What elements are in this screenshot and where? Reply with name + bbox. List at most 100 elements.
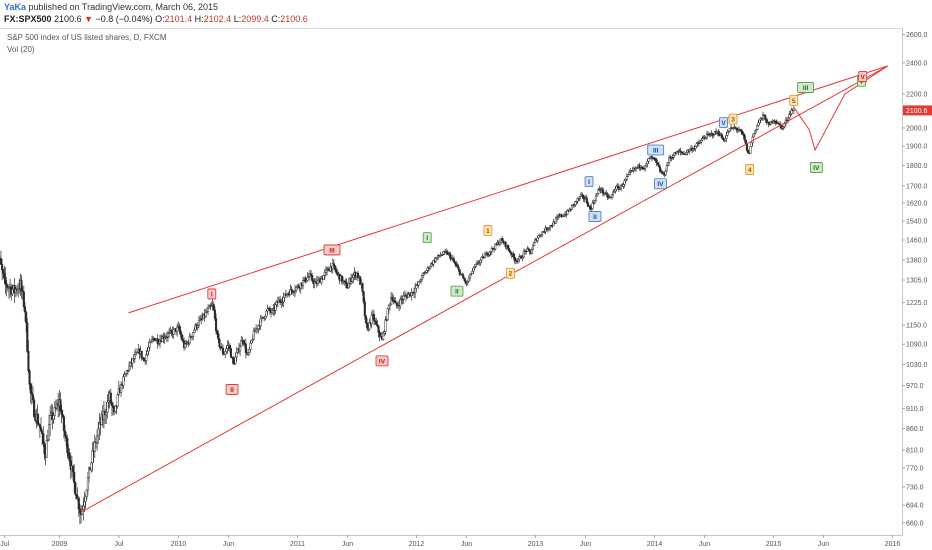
wave-label-blue: IV — [657, 181, 664, 188]
candle-body — [224, 351, 227, 355]
y-tick-label: 1800.0 — [906, 163, 928, 170]
candle-body — [449, 254, 452, 260]
candle-body — [377, 325, 380, 333]
candle-body — [313, 281, 316, 284]
candle-body — [474, 263, 477, 267]
candle-body — [304, 277, 307, 283]
chart-pane[interactable] — [0, 28, 903, 536]
candle-body — [196, 325, 199, 328]
candle-body — [43, 443, 46, 455]
last-price-tag — [903, 105, 932, 116]
candle-body — [234, 356, 237, 364]
candle-body — [345, 281, 348, 288]
candle-body — [679, 150, 682, 153]
candle-body — [116, 394, 119, 407]
y-tick-label: 2200.0 — [906, 91, 928, 98]
candle-body — [62, 416, 65, 432]
candle-body — [749, 146, 752, 154]
wave-label-box — [797, 82, 815, 93]
wave-label-box — [483, 225, 493, 236]
candle-body — [665, 165, 668, 172]
candle-body — [761, 114, 765, 119]
wave-label-green: IV — [813, 165, 820, 172]
candle-body — [623, 180, 626, 185]
candle-body — [221, 347, 224, 354]
candle-body — [156, 338, 159, 345]
candle-body — [363, 301, 366, 317]
x-tick-label: Jul — [0, 541, 9, 548]
volume-indicator[interactable]: Vol (20) — [7, 45, 35, 54]
candle-body — [741, 131, 744, 135]
candle-body — [59, 399, 62, 411]
candle-body — [470, 273, 473, 275]
down-arrow-icon: ▼ — [84, 14, 94, 24]
candle-body — [178, 325, 181, 332]
candle-body — [68, 455, 71, 462]
candle-body — [3, 273, 6, 278]
candle-body — [180, 334, 183, 340]
candle-body — [387, 305, 390, 309]
wave-label-green: V — [859, 79, 864, 86]
candle-body — [361, 282, 364, 292]
y-tick-label: 660.0 — [906, 520, 924, 527]
candle-body — [142, 357, 146, 362]
publish-info: YaKa published on TradingView.com, March… — [4, 2, 218, 12]
candle-body — [628, 171, 631, 175]
candle-body — [147, 346, 150, 352]
wave-label-box — [375, 355, 389, 367]
candle-body — [582, 195, 585, 199]
wave-label-box — [858, 71, 868, 82]
candle-body — [644, 165, 647, 169]
candle-body — [541, 231, 544, 236]
low-label: L: — [233, 14, 242, 24]
candle-body — [204, 311, 207, 317]
candle-body — [109, 392, 112, 404]
publish-text: published on TradingView.com, March 06, … — [28, 2, 218, 12]
candle-body — [337, 273, 340, 275]
candle-body — [456, 265, 459, 268]
candle-body — [265, 310, 268, 317]
candle-body — [586, 202, 589, 207]
candle-body — [264, 315, 267, 319]
candle-body — [537, 235, 540, 239]
last-price-label: 2100.6 — [906, 108, 928, 115]
candle-body — [290, 288, 293, 292]
candle-body — [664, 170, 667, 176]
candle-body — [244, 343, 247, 353]
candle-body — [166, 333, 170, 338]
candle-body — [625, 176, 628, 180]
x-tick-label: Jun — [580, 541, 591, 548]
candle-body — [29, 384, 32, 394]
candle-body — [31, 394, 35, 401]
candle-body — [271, 310, 274, 313]
candle-body — [626, 174, 630, 177]
candle-body — [394, 301, 397, 304]
candle-body — [37, 423, 40, 425]
candle-body — [645, 163, 648, 166]
candle-body — [530, 249, 533, 254]
candle-body — [767, 121, 770, 125]
candle-body — [783, 123, 786, 127]
candle-body — [694, 146, 697, 150]
candle-body — [479, 259, 482, 263]
candle-body — [596, 193, 599, 197]
author-link[interactable]: YaKa — [4, 2, 27, 12]
candle-body — [4, 276, 7, 284]
candle-body — [382, 333, 385, 341]
wave-label-orange: 2 — [509, 271, 513, 278]
candle-body — [346, 287, 349, 289]
x-tick-label: 2013 — [528, 541, 544, 548]
candle-body — [458, 269, 461, 275]
wave-label-box — [809, 162, 823, 173]
candle-body — [425, 270, 428, 273]
candle-body — [248, 349, 251, 353]
candle-body — [646, 161, 649, 165]
candle-body — [192, 332, 195, 337]
x-tick-label: 2016 — [885, 541, 901, 548]
candle-body — [105, 412, 108, 416]
candle-body — [560, 214, 563, 217]
candle-body — [172, 329, 175, 335]
symbol-label[interactable]: FX:SPX500 — [4, 14, 52, 24]
candle-body — [39, 427, 43, 432]
